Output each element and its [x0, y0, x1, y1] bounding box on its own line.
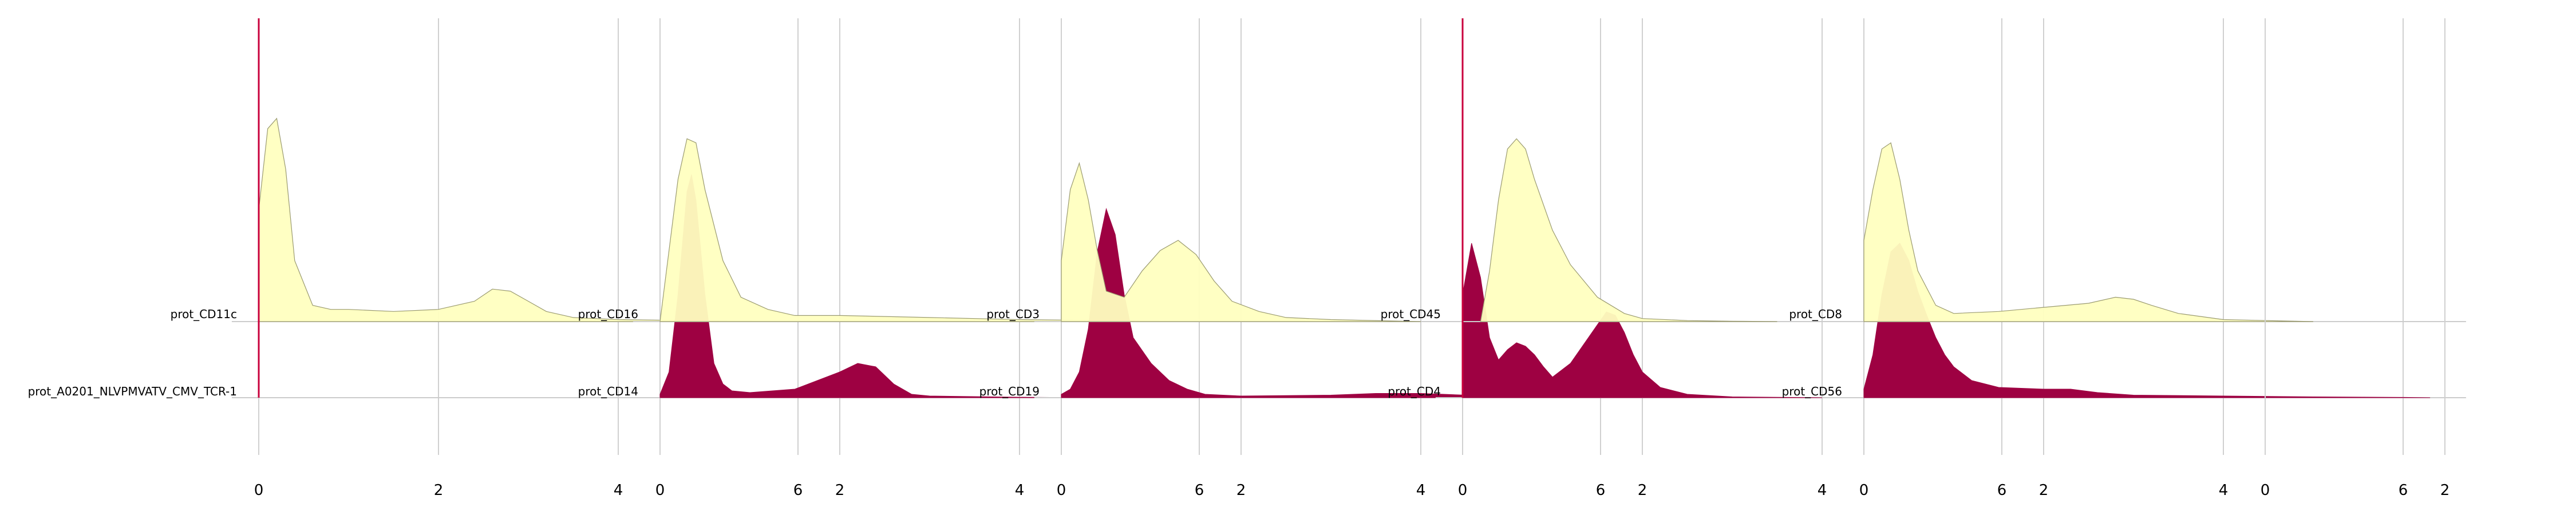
- x-tick-label: 2: [1638, 482, 1647, 499]
- ridge-label-bottom: prot_CD14: [578, 385, 638, 398]
- panel-1: 0 2 4 6 prot_A0201_NLVPMVATV_CMV_TCR-1 prot_C…: [28, 18, 861, 499]
- x-tick-label: 0: [1859, 482, 1869, 499]
- density-ridge-top: [1480, 138, 1777, 322]
- x-tick-label: 4: [1416, 482, 1426, 499]
- ridge-label-top: prot_CD11c: [171, 307, 237, 321]
- density-ridge-top: [1863, 142, 2314, 322]
- x-tick-label: 6: [1195, 482, 1204, 499]
- x-tick-label: 2: [835, 482, 845, 499]
- x-tick-label: 6: [793, 482, 803, 499]
- x-tick-label: 0: [1458, 482, 1468, 499]
- x-tick-label: 0: [1057, 482, 1066, 499]
- x-tick-label: 6: [1997, 482, 2007, 499]
- x-tick-label: 0: [2261, 482, 2270, 499]
- panel-2: 0 2 4 6 prot_CD14 prot_CD16: [578, 18, 1262, 499]
- x-tick-label: 2: [1236, 482, 1246, 499]
- density-ridge-top: [1061, 161, 1421, 322]
- ridge-label-top: prot_CD45: [1381, 307, 1441, 321]
- x-tick-label: 2: [434, 482, 444, 499]
- x-tick-label: 2: [2039, 482, 2049, 499]
- x-tick-label: 4: [614, 482, 623, 499]
- ridge-label-bottom: prot_A0201_NLVPMVATV_CMV_TCR-1: [28, 385, 237, 398]
- panel-5: 0 2 4 6 prot_CD56 prot_CD8: [1782, 18, 2466, 499]
- x-tick-label: 0: [655, 482, 665, 499]
- x-tick-label: 6: [2399, 482, 2408, 499]
- ridge-label-bottom: prot_CD4: [1388, 385, 1441, 398]
- x-tick-label: 0: [254, 482, 264, 499]
- ridge-label-top: prot_CD3: [986, 307, 1040, 321]
- ridge-label-bottom: prot_CD19: [979, 385, 1040, 398]
- ridge-label-top: prot_CD8: [1789, 307, 1842, 321]
- x-tick-label: 4: [1015, 482, 1025, 499]
- panel-4: 0 2 4 6 prot_CD4 prot_CD45: [1381, 18, 2065, 499]
- x-tick-label: 4: [2219, 482, 2229, 499]
- density-ridge-top: [659, 138, 1200, 322]
- ridge-label-top: prot_CD16: [578, 307, 638, 321]
- x-tick-label: 2: [2440, 482, 2450, 499]
- density-ridge-bottom: [1462, 243, 1823, 398]
- ridge-label-bottom: prot_CD56: [1782, 385, 1842, 398]
- x-tick-label: 4: [1818, 482, 1827, 499]
- x-tick-label: 6: [1596, 482, 1606, 499]
